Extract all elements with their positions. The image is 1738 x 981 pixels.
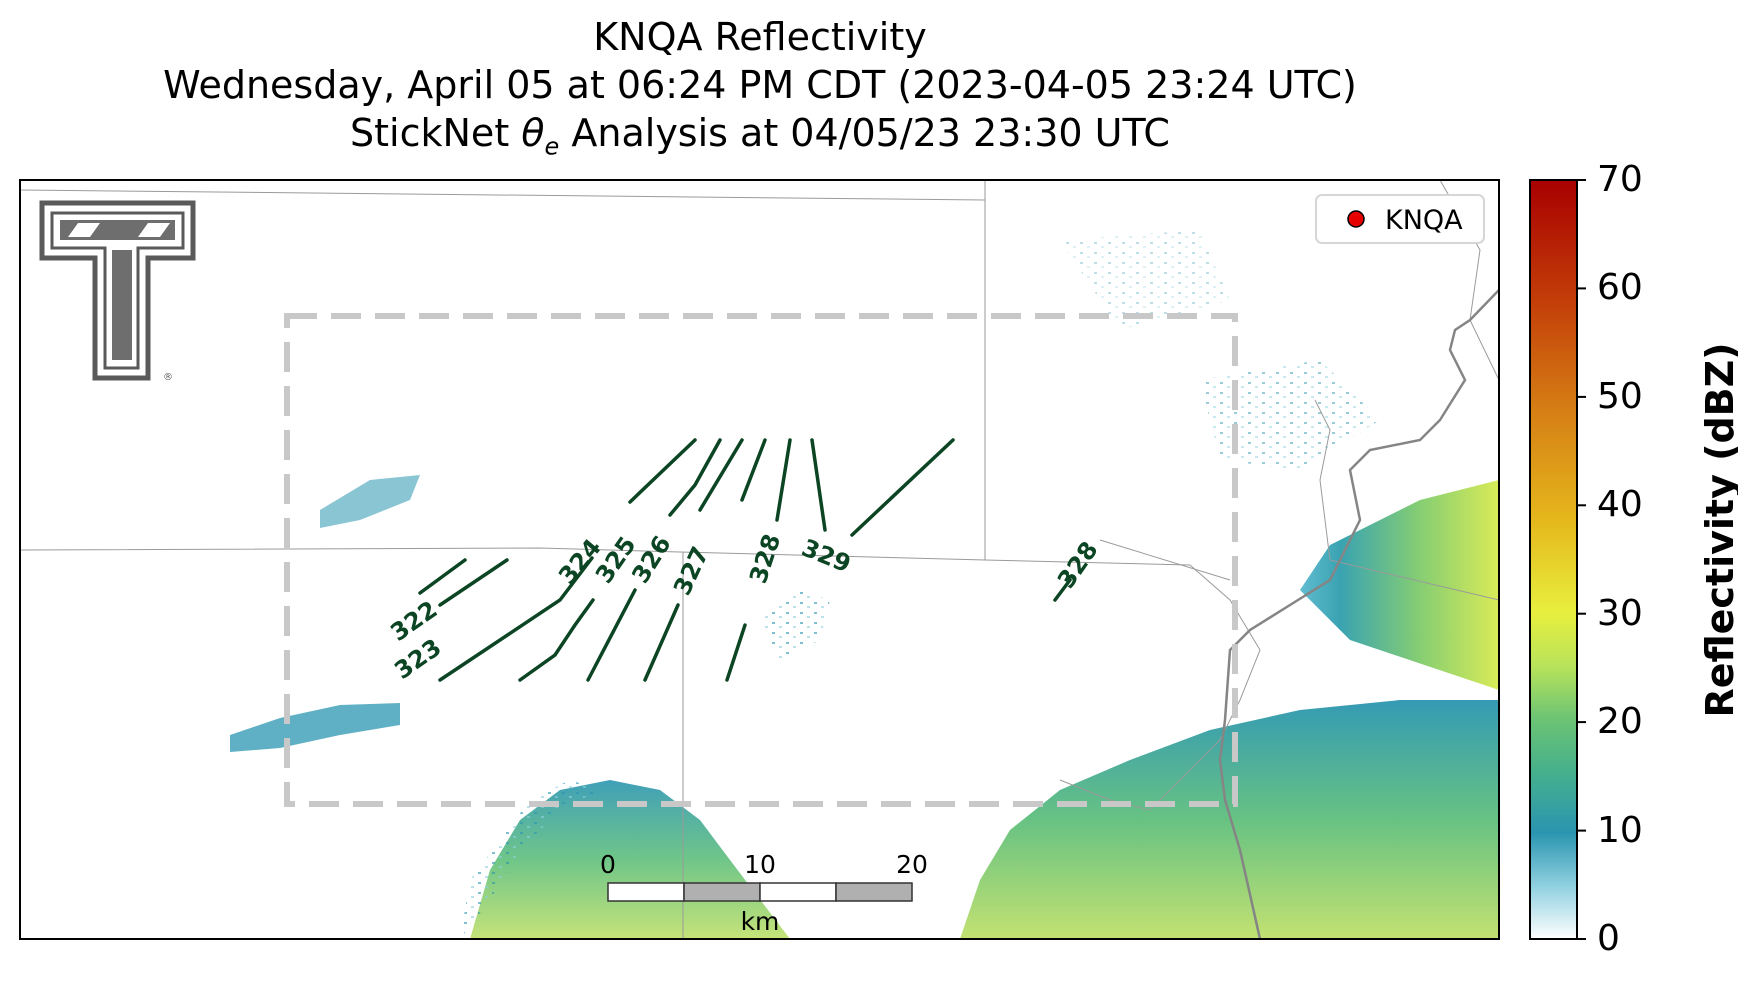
colorbar-tick-20: 20 (1597, 701, 1643, 742)
reflectivity-speckle-north (1060, 230, 1230, 330)
contour-328-upper (775, 438, 792, 522)
plot-area: 322 323 324 325 326 327 328 329 328 ® KN… (20, 180, 1499, 939)
logo-registered-mark: ® (163, 372, 173, 383)
colorbar-tick-40: 40 (1597, 484, 1643, 525)
title-line-2: Wednesday, April 05 at 06:24 PM CDT (202… (163, 63, 1357, 107)
reflectivity-speckle-southwest (460, 780, 600, 939)
contour-326 (586, 588, 637, 682)
contour-328-east (1053, 578, 1072, 602)
colorbar-tick-70: 70 (1597, 159, 1643, 200)
contour-324-upper (628, 438, 697, 504)
legend: KNQA (1315, 194, 1485, 244)
contour-327-upper (740, 438, 767, 502)
colorbar-ticks (1577, 179, 1586, 940)
contour-325 (518, 598, 595, 682)
legend-label: KNQA (1385, 205, 1463, 236)
scale-bar: 0 10 20 km (600, 850, 928, 936)
analysis-domain-box (284, 313, 1238, 807)
texas-tech-logo: ® (39, 200, 196, 383)
scale-unit: km (741, 907, 780, 936)
legend-marker-icon (1347, 210, 1365, 228)
title-line-3: StickNet θe Analysis at 04/05/23 23:30 U… (0, 110, 1520, 170)
contour-324-lower (438, 556, 594, 682)
contour-329-right (850, 438, 955, 537)
colorbar-tick-10: 10 (1597, 810, 1643, 851)
colorbar-tick-50: 50 (1597, 376, 1643, 417)
theta-e-contours (418, 438, 1072, 682)
scale-tick-10: 10 (744, 850, 776, 879)
reflectivity-speckle-central (760, 590, 830, 660)
reflectivity-speckle-northeast (1200, 360, 1380, 470)
scale-tick-20: 20 (896, 850, 928, 879)
contour-327 (643, 603, 680, 682)
contour-329-left (810, 438, 827, 532)
theta-subscript: e (544, 132, 560, 161)
contour-326-upper (698, 438, 744, 512)
colorbar-tick-30: 30 (1597, 593, 1643, 634)
colorbar (1529, 179, 1578, 940)
title-line-3-prefix: StickNet (350, 111, 522, 155)
reflectivity-echo-south (960, 700, 1499, 939)
colorbar-tick-0: 0 (1597, 918, 1620, 959)
state-border (1218, 289, 1499, 939)
contour-328 (725, 623, 747, 682)
theta-symbol: θ (521, 111, 545, 155)
reflectivity-band-west (230, 703, 400, 752)
title-line-1: KNQA Reflectivity (593, 15, 927, 59)
reflectivity-band-northwest (320, 475, 420, 528)
reflectivity-echo-southeast (1300, 480, 1499, 690)
scale-tick-0: 0 (600, 850, 616, 879)
county-borders (20, 180, 1499, 939)
title-line-3-suffix: Analysis at 04/05/23 23:30 UTC (559, 111, 1170, 155)
contour-322-upper (418, 558, 467, 595)
colorbar-label: Reflectivity (dBZ) (1698, 342, 1738, 718)
colorbar-tick-60: 60 (1597, 267, 1643, 308)
plot-frame (19, 179, 1500, 940)
contour-325-upper (668, 438, 722, 517)
contour-323-upper (438, 558, 509, 607)
